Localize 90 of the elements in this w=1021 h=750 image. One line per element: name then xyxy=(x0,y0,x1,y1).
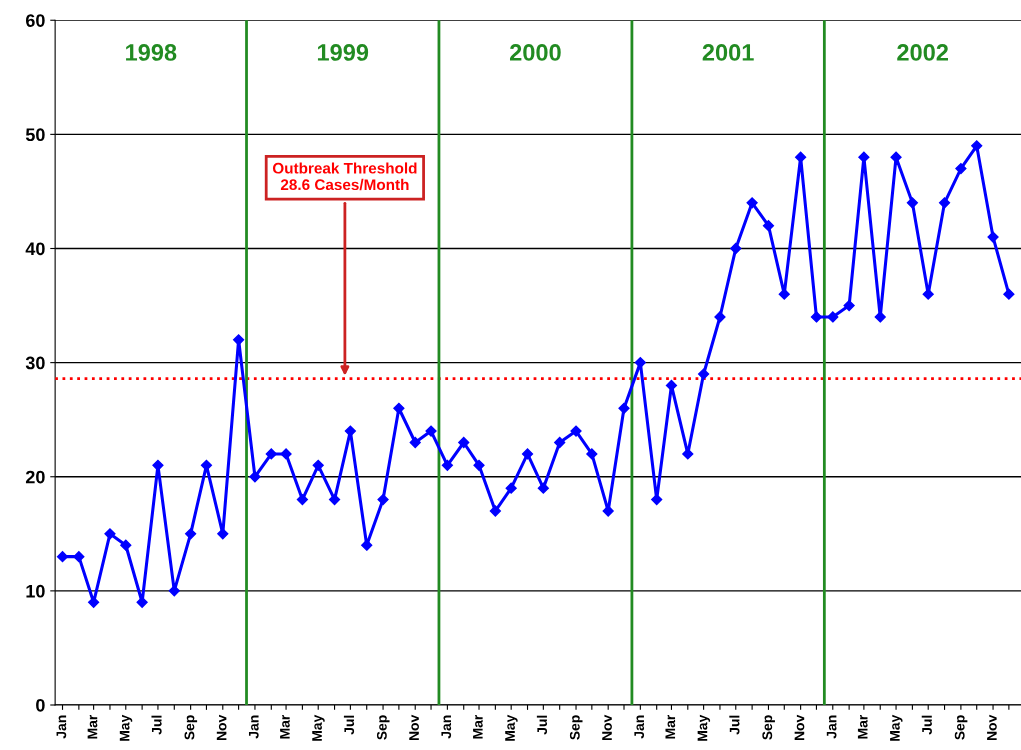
x-tick-label: Jul xyxy=(151,715,162,735)
point xyxy=(73,551,85,563)
point xyxy=(938,197,951,209)
point xyxy=(473,459,485,471)
x-tick-label: Sep xyxy=(376,715,390,740)
annotation: 2000 xyxy=(509,44,561,61)
point xyxy=(328,493,341,506)
point xyxy=(858,151,870,163)
x-tick-label: May xyxy=(312,714,325,741)
x-tick-label: Mar xyxy=(665,714,676,739)
point xyxy=(586,448,598,460)
x-tick-label: Nov xyxy=(987,714,997,741)
x-tick-label: Sep xyxy=(762,715,775,740)
point xyxy=(906,197,918,209)
point xyxy=(827,311,839,323)
x-tick-label: May xyxy=(505,714,518,741)
point xyxy=(425,425,437,437)
point xyxy=(955,163,967,175)
x-tick-label: Jan xyxy=(248,715,259,739)
x-tick-label: Sep xyxy=(569,715,583,740)
point xyxy=(265,448,277,460)
point xyxy=(618,402,630,414)
point xyxy=(810,311,823,323)
x-tick-label: May xyxy=(697,714,711,741)
point xyxy=(1003,288,1015,300)
x-tick-label: Jan xyxy=(826,715,837,739)
y-tick-label: 30 xyxy=(25,356,45,370)
point xyxy=(987,231,999,243)
x-tick-label: Sep xyxy=(954,715,968,740)
y-tick-label: 0 xyxy=(36,698,45,712)
point xyxy=(312,459,324,471)
point xyxy=(280,448,292,460)
point xyxy=(698,368,710,380)
point xyxy=(570,425,582,437)
y-tick-label: 50 xyxy=(25,128,45,142)
point xyxy=(537,482,549,494)
x-tick-label: Jul xyxy=(536,715,548,735)
point xyxy=(120,539,132,551)
point xyxy=(843,299,855,312)
annotation: 2001 xyxy=(702,44,754,61)
point xyxy=(377,493,389,506)
point xyxy=(393,402,405,414)
point xyxy=(458,436,470,449)
point xyxy=(746,197,758,209)
point xyxy=(890,151,902,163)
point xyxy=(217,528,229,540)
point xyxy=(971,140,983,152)
point xyxy=(874,311,886,323)
x-tick-label: Mar xyxy=(857,714,868,739)
x-tick-label: May xyxy=(119,714,133,741)
x-tick-label: Sep xyxy=(184,715,198,740)
x-tick-label: Mar xyxy=(87,714,98,739)
x-tick-label: Mar xyxy=(473,714,483,739)
annotation: 1998 xyxy=(126,44,177,61)
point xyxy=(152,459,164,471)
point xyxy=(104,528,116,540)
x-tick-label: Jan xyxy=(441,715,452,739)
point xyxy=(505,482,517,494)
x-tick-label: Nov xyxy=(216,714,227,741)
point xyxy=(185,528,197,540)
x-tick-label: Nov xyxy=(794,714,805,741)
point xyxy=(489,505,501,517)
y-tick-label: 40 xyxy=(25,242,45,256)
annotation: 1999 xyxy=(317,44,369,61)
annotation: 2002 xyxy=(897,44,948,61)
y-tick-label: 60 xyxy=(25,14,45,27)
point xyxy=(441,459,453,471)
ref-line-label: Outbreak Threshold 28.6 Cases/Month xyxy=(272,162,417,191)
x-tick-label: Jan xyxy=(56,715,67,739)
point xyxy=(521,448,534,460)
x-tick-label: Mar xyxy=(280,714,290,739)
x-tick-label: Jul xyxy=(343,715,355,735)
y-tick-label: 10 xyxy=(26,584,45,598)
point xyxy=(344,425,356,437)
point xyxy=(762,220,775,232)
point xyxy=(88,596,100,608)
x-tick-label: Jan xyxy=(634,715,645,739)
point xyxy=(795,151,807,163)
x-tick-label: Jul xyxy=(729,715,740,735)
point xyxy=(730,242,742,255)
point xyxy=(249,471,261,483)
point xyxy=(168,585,180,597)
x-tick-label: Jul xyxy=(921,715,932,735)
x-tick-label: Nov xyxy=(409,714,419,741)
point xyxy=(554,436,566,449)
y-tick-label: 20 xyxy=(25,470,45,484)
x-tick-label: Nov xyxy=(602,714,612,741)
x-tick-label: May xyxy=(890,714,903,741)
point xyxy=(409,436,421,449)
point xyxy=(296,493,309,506)
